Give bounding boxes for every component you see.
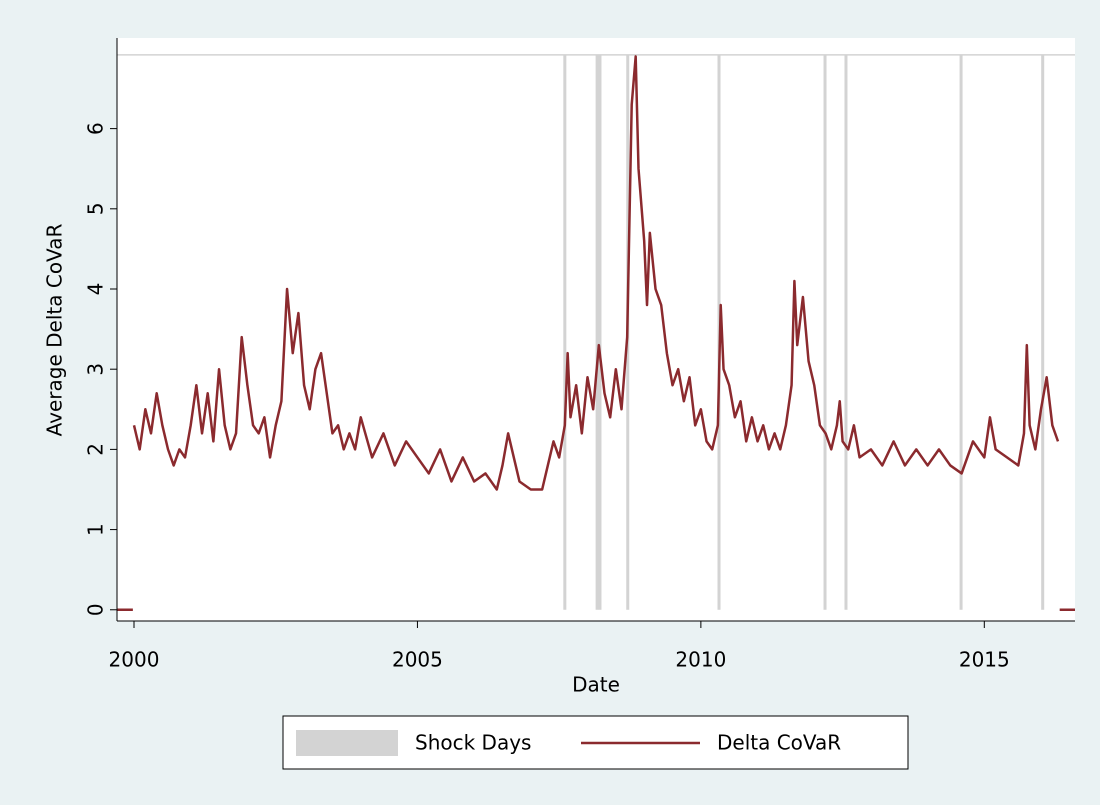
y-tick-label: 0 [84, 603, 108, 616]
y-tick-label: 5 [84, 202, 108, 215]
shock-bar [959, 54, 963, 610]
shock-bar [844, 54, 848, 610]
x-tick-label: 2005 [392, 648, 443, 672]
shock-bar [823, 54, 827, 610]
shock-bar [1041, 54, 1045, 610]
legend-swatch [296, 730, 398, 756]
legend-label: Shock Days [415, 731, 531, 755]
shock-bar [563, 54, 567, 610]
shock-bar [598, 54, 602, 610]
x-tick-label: 2000 [109, 648, 160, 672]
y-axis-title: Average Delta CoVaR [43, 224, 67, 437]
y-tick-label: 4 [84, 283, 108, 296]
y-tick-label: 6 [84, 122, 108, 135]
legend-label: Delta CoVaR [717, 731, 841, 755]
x-axis-title: Date [572, 673, 620, 697]
y-tick-label: 3 [84, 363, 108, 376]
x-tick-label: 2010 [675, 648, 726, 672]
y-tick-label: 2 [84, 443, 108, 456]
data-line [117, 55, 1075, 612]
x-tick-label: 2015 [959, 648, 1010, 672]
shock-bar [595, 54, 599, 610]
y-tick-label: 1 [84, 523, 108, 536]
